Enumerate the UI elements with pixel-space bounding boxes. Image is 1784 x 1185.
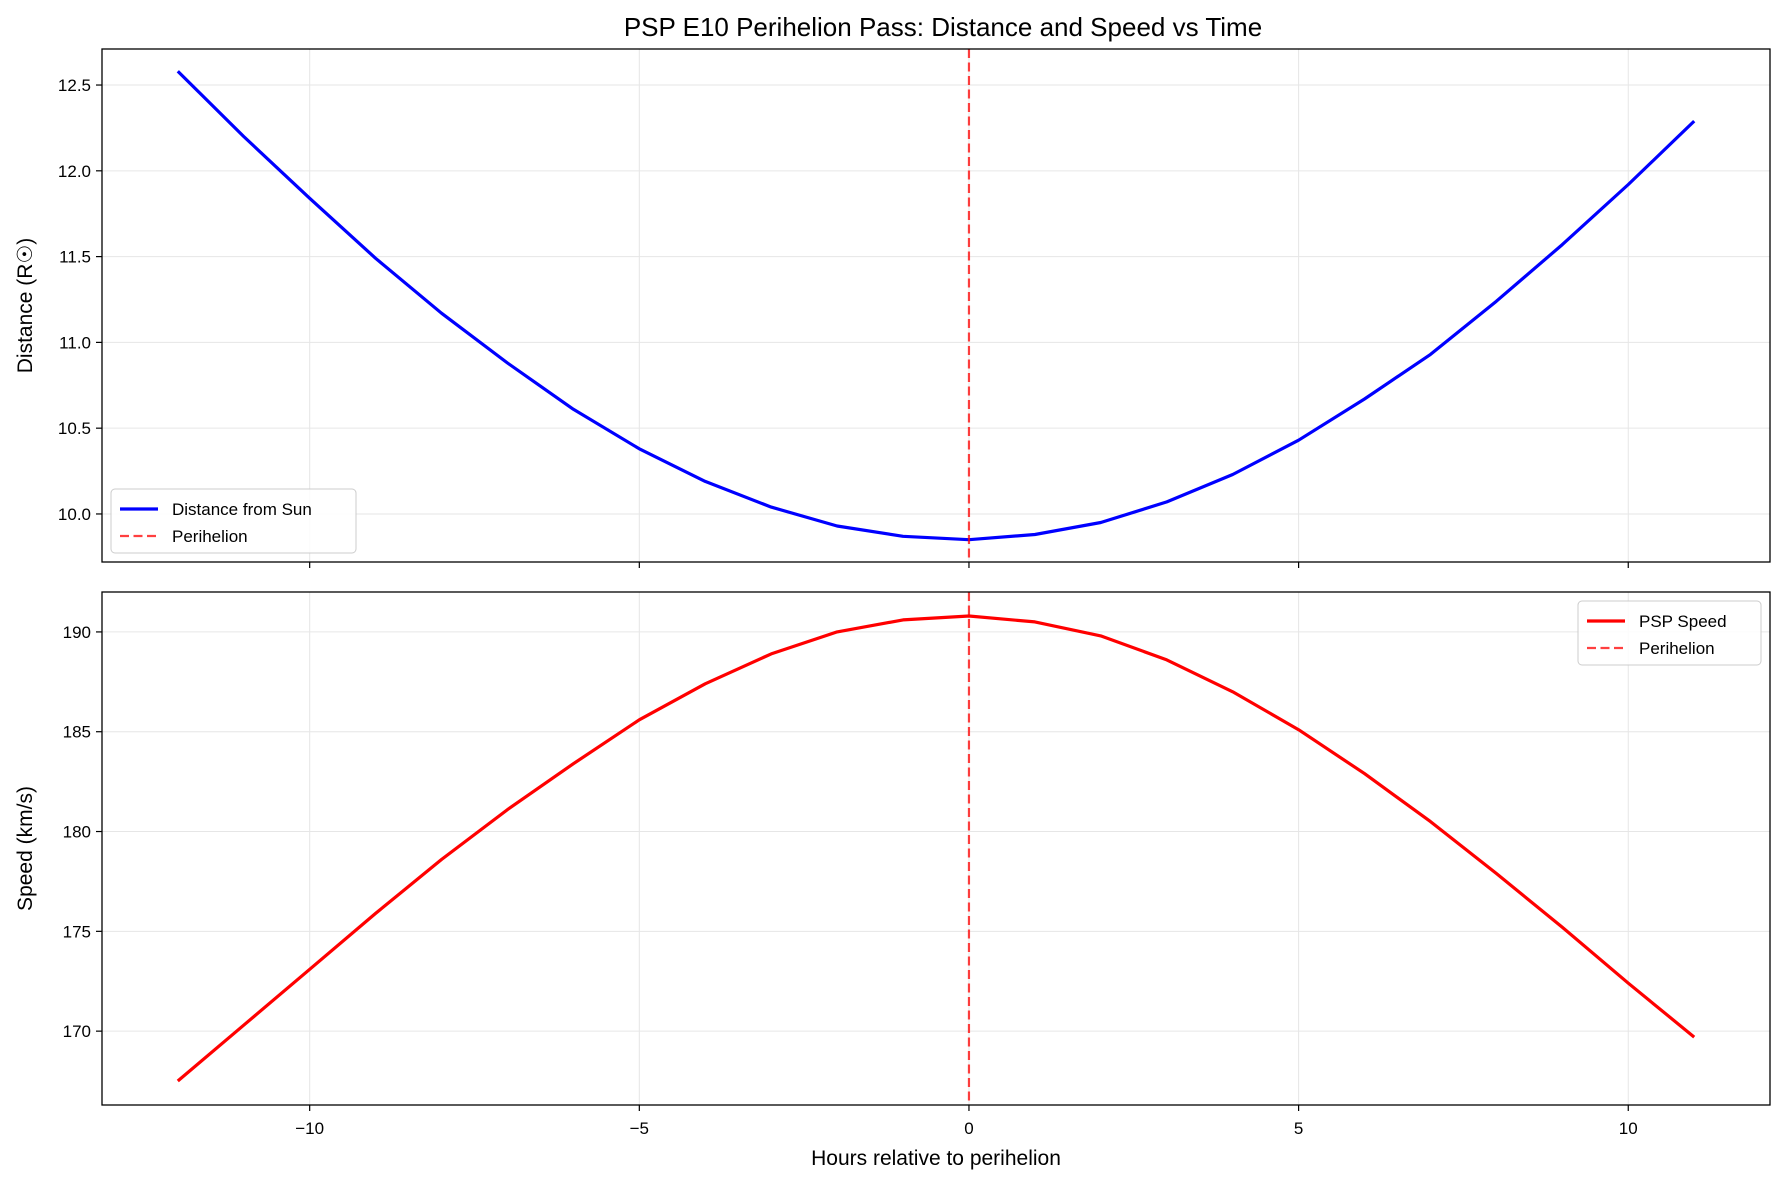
distance-y-axis-label: Distance (R☉) — [14, 238, 37, 374]
distance-series-line — [176, 70, 1696, 542]
speed-legend-perihelion-label: Perihelion — [1639, 639, 1715, 658]
speed-legend-box — [1577, 600, 1762, 666]
speed-legend: PSP Speed Perihelion — [1577, 600, 1762, 666]
speed-x-tick-label: −10 — [295, 1119, 324, 1138]
distance-y-tick-label: 11.5 — [59, 248, 91, 267]
speed-y-tick-label: 170 — [63, 1022, 91, 1041]
speed-x-tick-label: −5 — [630, 1119, 649, 1138]
speed-y-tick-label: 175 — [63, 922, 91, 941]
speed-y-tick-label: 185 — [63, 723, 91, 742]
speed-series-line — [176, 614, 1696, 1083]
distance-legend: Distance from Sun Perihelion — [110, 488, 357, 554]
speed-x-tick-label: 10 — [1619, 1119, 1638, 1138]
distance-panel: 10.0 10.5 11.0 11.5 12.0 12.5 Distance (R☉) Dis… — [14, 48, 1771, 568]
distance-y-tick-label: 12.5 — [58, 76, 91, 95]
distance-legend-perihelion-label: Perihelion — [172, 527, 248, 546]
chart-title: PSP E10 Perihelion Pass: Distance and Sp… — [624, 12, 1262, 42]
speed-axes-frame — [101, 591, 1771, 1106]
distance-legend-label: Distance from Sun — [172, 500, 312, 519]
speed-y-tick-label: 190 — [63, 623, 91, 642]
speed-panel: 170 175 180 185 190 −10 −5 0 5 10 Speed (km/s) Hour… — [14, 591, 1771, 1170]
distance-y-tick-label: 10.5 — [58, 419, 91, 438]
speed-x-tick-label: 5 — [1294, 1119, 1303, 1138]
distance-legend-box — [110, 488, 357, 554]
distance-y-tick-label: 10.0 — [58, 505, 91, 524]
distance-y-tick-label: 11.0 — [59, 333, 91, 352]
speed-legend-label: PSP Speed — [1639, 612, 1727, 631]
distance-y-tick-label: 12.0 — [58, 162, 91, 181]
speed-x-axis-label: Hours relative to perihelion — [811, 1147, 1061, 1170]
speed-y-tick-label: 180 — [63, 823, 91, 842]
speed-x-tick-label: 0 — [964, 1119, 973, 1138]
distance-axes-frame — [101, 48, 1771, 563]
speed-y-axis-label: Speed (km/s) — [14, 786, 37, 911]
